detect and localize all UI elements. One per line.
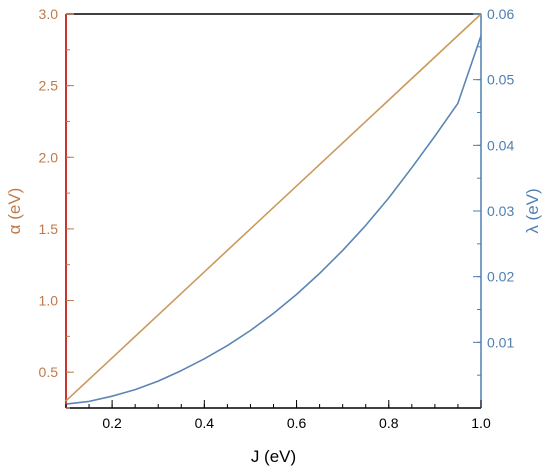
- x-tick-label: 0.4: [195, 415, 215, 431]
- y-right-tick-label: 0.01: [487, 334, 514, 350]
- y-left-axis-title: α (eV): [5, 188, 24, 235]
- y-left-tick-label: 3.0: [39, 6, 59, 22]
- y-right-tick-label: 0.03: [487, 203, 514, 219]
- ticks-layer: [65, 13, 482, 409]
- x-tick-label: 1.0: [471, 415, 491, 431]
- x-tick-label: 0.6: [287, 415, 307, 431]
- x-tick-label: 0.2: [102, 415, 122, 431]
- y-right-axis-title: λ (eV): [523, 188, 542, 233]
- y-right-tick-label: 0.02: [487, 269, 514, 285]
- y-left-tick-label: 2.0: [39, 149, 59, 165]
- alpha-series-line: [65, 13, 482, 402]
- labels-layer: 0.2 0.4 0.6 0.8 1.0 0.5 1.0 1.5 2.0 2.5 3.0 0.01 0.0…: [5, 6, 542, 466]
- y-left-tick-label: 1.0: [39, 293, 59, 309]
- series-layer: [65, 13, 482, 405]
- y-left-tick-label: 2.5: [39, 78, 59, 94]
- x-axis-title: J (eV): [251, 447, 296, 466]
- y-left-tick-label: 1.5: [39, 221, 59, 237]
- y-right-tick-label: 0.05: [487, 72, 514, 88]
- y-right-tick-label: 0.06: [487, 6, 514, 22]
- y-left-tick-label: 0.5: [39, 364, 59, 380]
- x-tick-label: 0.8: [379, 415, 399, 431]
- lambda-series-line: [65, 34, 482, 405]
- y-right-tick-label: 0.04: [487, 137, 514, 153]
